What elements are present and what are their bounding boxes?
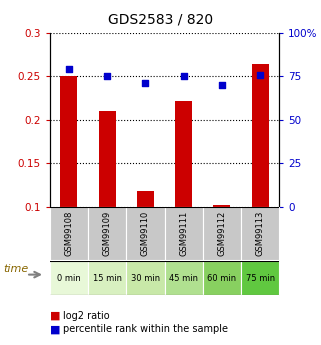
Bar: [88, 261, 126, 295]
Bar: [99, 111, 116, 207]
Bar: [164, 261, 203, 295]
Text: 15 min: 15 min: [93, 274, 122, 283]
Point: [257, 72, 263, 77]
Bar: [126, 207, 164, 260]
Bar: [241, 261, 279, 295]
Bar: [252, 64, 269, 207]
Bar: [88, 207, 126, 260]
Bar: [241, 207, 279, 260]
Bar: [203, 261, 241, 295]
Text: 60 min: 60 min: [207, 274, 237, 283]
Text: ■: ■: [50, 311, 60, 321]
Text: 0 min: 0 min: [57, 274, 81, 283]
Point: [181, 73, 186, 79]
Text: 75 min: 75 min: [246, 274, 275, 283]
Bar: [50, 261, 88, 295]
Bar: [50, 207, 88, 260]
Bar: [60, 76, 77, 207]
Text: percentile rank within the sample: percentile rank within the sample: [63, 325, 228, 334]
Point: [143, 80, 148, 86]
Point: [66, 67, 72, 72]
Text: GSM99110: GSM99110: [141, 211, 150, 256]
Text: GSM99113: GSM99113: [256, 211, 265, 256]
Text: 45 min: 45 min: [169, 274, 198, 283]
Text: GSM99108: GSM99108: [65, 211, 74, 256]
Bar: [164, 207, 203, 260]
Point: [105, 73, 110, 79]
Text: GSM99112: GSM99112: [217, 211, 226, 256]
Bar: [126, 261, 164, 295]
Text: GSM99109: GSM99109: [103, 211, 112, 256]
Bar: [203, 207, 241, 260]
Text: ■: ■: [50, 325, 60, 334]
Bar: [213, 205, 230, 207]
Text: log2 ratio: log2 ratio: [63, 311, 109, 321]
Bar: [137, 191, 154, 207]
Bar: [175, 101, 192, 207]
Point: [219, 82, 224, 88]
Text: GSM99111: GSM99111: [179, 211, 188, 256]
Text: GDS2583 / 820: GDS2583 / 820: [108, 12, 213, 26]
Text: 30 min: 30 min: [131, 274, 160, 283]
Text: time: time: [3, 265, 29, 274]
